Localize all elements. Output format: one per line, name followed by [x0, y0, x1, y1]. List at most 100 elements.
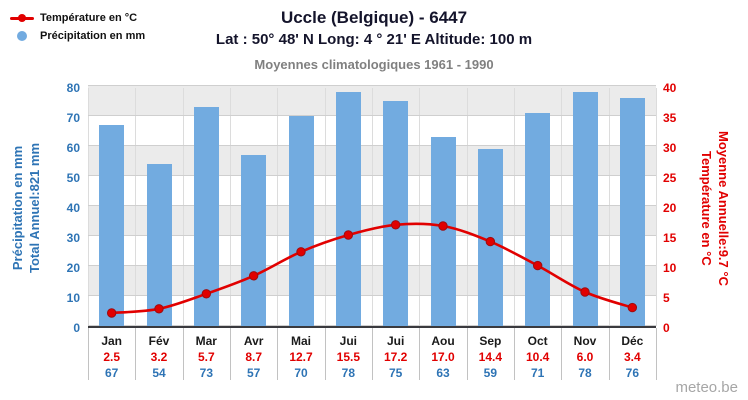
left-axis-tick-label: 60: [66, 141, 80, 155]
month-label: Avr: [243, 334, 264, 348]
x-axis-tick: [324, 328, 326, 380]
precipitation-bar: [146, 164, 172, 326]
right-axis-tick-label: 40: [663, 81, 677, 95]
month-label: Aou: [431, 334, 455, 348]
legend-temperature-label: Température en °C: [40, 12, 138, 24]
vertical-gridline: [135, 88, 137, 326]
left-axis-tick-label: 10: [66, 291, 80, 305]
month-label: Jan: [101, 334, 122, 348]
month-label: Jui: [339, 334, 357, 348]
horizontal-gridline: [88, 175, 656, 176]
horizontal-gridline: [88, 235, 656, 236]
precipitation-value: 75: [388, 366, 403, 380]
temperature-value: 17.0: [431, 350, 455, 364]
temperature-value: 10.4: [525, 350, 550, 364]
vertical-gridline: [608, 88, 610, 326]
precipitation-bar: [288, 116, 314, 326]
right-axis-tick-label: 25: [663, 171, 677, 185]
horizontal-gridline: [88, 205, 656, 206]
x-axis-label-column: Nov 6.0 78: [561, 333, 608, 381]
precipitation-bar: [525, 113, 551, 326]
month-label: Nov: [573, 334, 597, 348]
vertical-gridline: [277, 88, 279, 326]
x-axis-label-column: Oct 10.4 71: [514, 333, 561, 381]
legend: Température en °C Précipitation en mm: [10, 12, 145, 48]
month-label: Fév: [148, 334, 170, 348]
left-axis-title: Précipitation en mm Total Annuel:821 mm: [9, 78, 43, 338]
precipitation-circle-marker-icon: [10, 31, 34, 41]
x-axis-tick: [656, 328, 657, 380]
right-axis-tick-label: 10: [663, 261, 677, 275]
x-axis-tick: [608, 328, 610, 380]
horizontal-gridline: [88, 265, 656, 266]
right-axis-tick-label: 35: [663, 111, 677, 125]
vertical-gridline: [230, 88, 231, 326]
x-axis-label-column: Fév 3.2 54: [135, 333, 182, 381]
right-axis-tick-label: 0: [663, 321, 670, 335]
month-label: Mai: [290, 334, 311, 348]
chart-subtitle-coordinates: Lat : 50° 48' N Long: 4 ° 21' E Altitude…: [215, 31, 533, 48]
left-axis-total-annual: Total Annuel:821 mm: [27, 142, 42, 274]
chart-header: Uccle (Belgique) - 6447 Lat : 50° 48' N …: [0, 8, 748, 72]
temperature-value: 6.0: [576, 350, 594, 364]
right-axis-tick-label: 30: [663, 141, 677, 155]
x-axis-label-column: Jui 17.2 75: [372, 333, 419, 381]
month-label: Déc: [621, 334, 644, 348]
temperature-value: 14.4: [478, 350, 502, 364]
month-label: Sep: [479, 334, 502, 348]
horizontal-gridline: [88, 325, 656, 326]
precipitation-bar: [430, 137, 456, 326]
temperature-value: 12.7: [289, 350, 313, 364]
vertical-gridline: [372, 88, 373, 326]
vertical-gridline: [656, 88, 657, 326]
right-axis-annual-mean: Moyenne Annuelle:9.7 °C: [716, 130, 731, 286]
vertical-gridline: [88, 88, 89, 326]
precipitation-value: 54: [152, 366, 166, 380]
left-axis-tick-label: 70: [66, 111, 80, 125]
x-axis-tick: [230, 328, 231, 380]
precipitation-value: 78: [578, 366, 592, 380]
precipitation-value: 71: [530, 366, 545, 380]
x-axis-tick: [514, 328, 515, 380]
precipitation-bar: [241, 155, 267, 326]
precipitation-bar: [383, 101, 409, 326]
month-label: Mar: [195, 334, 217, 348]
right-axis-tick-label: 20: [663, 201, 677, 215]
temperature-value: 3.4: [623, 350, 641, 364]
x-axis-tick: [419, 328, 421, 380]
watermark: meteo.be: [675, 379, 738, 396]
temperature-line: [106, 220, 638, 318]
x-axis-label-column: Aou 17.0 63: [419, 333, 466, 381]
x-axis-tick: [135, 328, 137, 380]
precipitation-value: 70: [294, 366, 308, 380]
x-axis-tick: [88, 328, 89, 380]
temperature-value: 3.2: [150, 350, 168, 364]
temperature-value: 8.7: [245, 350, 262, 364]
precipitation-value: 73: [199, 366, 213, 380]
month-label: Jui: [386, 334, 405, 348]
precipitation-value: 76: [625, 366, 639, 380]
vertical-gridline: [324, 88, 326, 326]
temperature-line-marker-icon: [10, 14, 34, 22]
right-axis-title-text: Température en °C: [699, 150, 714, 266]
precipitation-value: 59: [483, 366, 497, 380]
plot-area: [88, 85, 657, 328]
precipitation-value: 63: [436, 366, 450, 380]
x-axis-label-column: Déc 3.4 76: [609, 333, 656, 381]
x-axis-tick: [466, 328, 468, 380]
temperature-value: 15.5: [336, 350, 360, 364]
vertical-gridline: [182, 88, 184, 326]
left-axis-tick-label: 0: [73, 321, 80, 335]
precipitation-bar: [99, 125, 125, 326]
left-axis-tick-label: 50: [66, 171, 80, 185]
precipitation-value: 67: [104, 366, 119, 380]
x-axis-tick: [182, 328, 184, 380]
precipitation-bar: [619, 98, 645, 326]
chart-title: Uccle (Belgique) - 6447: [280, 8, 468, 27]
right-axis-tick-label: 5: [663, 291, 670, 305]
x-axis-label-column: Jan 2.5 67: [88, 333, 135, 381]
vertical-gridline: [514, 88, 515, 326]
left-axis-tick-label: 40: [66, 201, 80, 215]
horizontal-gridline: [88, 295, 656, 296]
x-axis-label-column: Mar 5.7 73: [183, 333, 230, 381]
